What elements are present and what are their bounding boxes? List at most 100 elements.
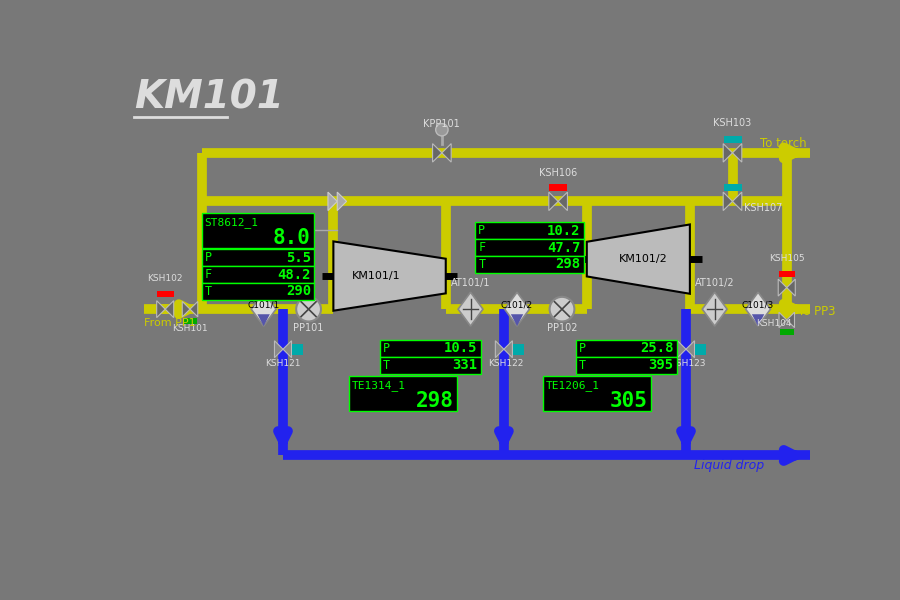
Bar bbox=[576, 357, 677, 374]
Polygon shape bbox=[787, 312, 795, 328]
Text: 10.2: 10.2 bbox=[547, 224, 580, 238]
Polygon shape bbox=[505, 292, 529, 326]
Text: Liquid drop: Liquid drop bbox=[694, 458, 764, 472]
Bar bbox=[724, 136, 742, 143]
Text: 331: 331 bbox=[453, 358, 478, 373]
Polygon shape bbox=[587, 224, 690, 294]
Text: From PP1: From PP1 bbox=[143, 318, 195, 328]
Text: 48.2: 48.2 bbox=[277, 268, 310, 281]
Text: KPP101: KPP101 bbox=[424, 119, 460, 128]
Bar bbox=[475, 222, 584, 239]
Text: To torch: To torch bbox=[760, 137, 806, 149]
Text: C101/2: C101/2 bbox=[501, 301, 533, 310]
Text: C101/3: C101/3 bbox=[742, 301, 774, 310]
Text: KSH101: KSH101 bbox=[172, 324, 208, 333]
Bar bbox=[779, 271, 796, 277]
Text: To PP3: To PP3 bbox=[798, 305, 836, 319]
Text: 10.5: 10.5 bbox=[444, 341, 478, 355]
Polygon shape bbox=[733, 192, 742, 211]
Bar bbox=[202, 213, 314, 248]
Bar bbox=[696, 344, 706, 355]
Polygon shape bbox=[251, 292, 276, 326]
Polygon shape bbox=[702, 292, 727, 326]
Polygon shape bbox=[166, 301, 174, 317]
Bar bbox=[202, 249, 314, 266]
Text: TE1314_1: TE1314_1 bbox=[352, 380, 406, 391]
Text: AT101/1: AT101/1 bbox=[451, 278, 490, 288]
Text: P: P bbox=[579, 342, 586, 355]
Polygon shape bbox=[778, 279, 787, 296]
Bar bbox=[549, 184, 567, 191]
Polygon shape bbox=[724, 143, 733, 162]
Text: KM101/1: KM101/1 bbox=[352, 271, 400, 281]
Text: TE1206_1: TE1206_1 bbox=[545, 380, 599, 391]
Text: KSH122: KSH122 bbox=[489, 359, 524, 368]
Polygon shape bbox=[724, 192, 733, 211]
Polygon shape bbox=[274, 341, 283, 358]
Text: C101/1: C101/1 bbox=[248, 301, 280, 310]
Bar bbox=[779, 329, 794, 335]
Polygon shape bbox=[283, 341, 292, 358]
Text: KSH104: KSH104 bbox=[757, 319, 792, 328]
Text: KSH121: KSH121 bbox=[266, 359, 301, 368]
Circle shape bbox=[436, 124, 448, 136]
Text: T: T bbox=[383, 359, 390, 372]
Polygon shape bbox=[333, 241, 446, 311]
Bar bbox=[543, 376, 651, 411]
Text: 305: 305 bbox=[609, 391, 647, 411]
Text: KSH107: KSH107 bbox=[744, 203, 782, 212]
Polygon shape bbox=[182, 301, 190, 317]
Polygon shape bbox=[558, 192, 567, 211]
Circle shape bbox=[550, 297, 574, 322]
Text: 5.5: 5.5 bbox=[286, 251, 310, 265]
Text: KM101: KM101 bbox=[134, 79, 284, 117]
Polygon shape bbox=[752, 314, 764, 326]
Polygon shape bbox=[495, 341, 504, 358]
Text: KSH102: KSH102 bbox=[148, 274, 183, 283]
Text: P: P bbox=[204, 251, 212, 264]
Text: F: F bbox=[204, 268, 212, 281]
Polygon shape bbox=[257, 314, 270, 326]
Bar bbox=[513, 344, 524, 355]
Text: KSH106: KSH106 bbox=[539, 168, 577, 178]
Bar bbox=[475, 239, 584, 256]
Text: T: T bbox=[478, 258, 485, 271]
Bar bbox=[349, 376, 457, 411]
Polygon shape bbox=[733, 143, 742, 162]
Text: AT101/2: AT101/2 bbox=[695, 278, 734, 288]
Polygon shape bbox=[678, 341, 686, 358]
Bar bbox=[380, 340, 481, 357]
Text: T: T bbox=[204, 285, 212, 298]
Polygon shape bbox=[190, 301, 198, 317]
Bar bbox=[292, 344, 303, 355]
Bar bbox=[576, 340, 677, 357]
Polygon shape bbox=[549, 192, 558, 211]
Circle shape bbox=[296, 297, 321, 322]
Polygon shape bbox=[442, 143, 451, 162]
Polygon shape bbox=[504, 341, 512, 358]
Text: 47.7: 47.7 bbox=[547, 241, 580, 254]
Text: 298: 298 bbox=[416, 391, 454, 411]
Text: P: P bbox=[383, 342, 390, 355]
Text: PP102: PP102 bbox=[547, 323, 577, 333]
Text: P: P bbox=[478, 224, 485, 237]
Text: KM101/2: KM101/2 bbox=[619, 254, 668, 264]
Bar bbox=[475, 256, 584, 273]
Polygon shape bbox=[433, 143, 442, 162]
Text: KSH105: KSH105 bbox=[769, 254, 805, 263]
Bar bbox=[158, 290, 174, 297]
Bar bbox=[202, 283, 314, 300]
Polygon shape bbox=[779, 312, 787, 328]
Bar bbox=[183, 319, 197, 324]
Bar bbox=[724, 184, 742, 191]
Polygon shape bbox=[338, 192, 346, 211]
Bar bbox=[380, 357, 481, 374]
Polygon shape bbox=[328, 192, 338, 211]
Text: T: T bbox=[579, 359, 586, 372]
Text: KSH123: KSH123 bbox=[670, 359, 706, 368]
Text: 8.0: 8.0 bbox=[272, 228, 310, 248]
Text: 290: 290 bbox=[286, 284, 310, 298]
Polygon shape bbox=[686, 341, 695, 358]
Text: 298: 298 bbox=[555, 257, 580, 271]
Text: PP101: PP101 bbox=[293, 323, 324, 333]
